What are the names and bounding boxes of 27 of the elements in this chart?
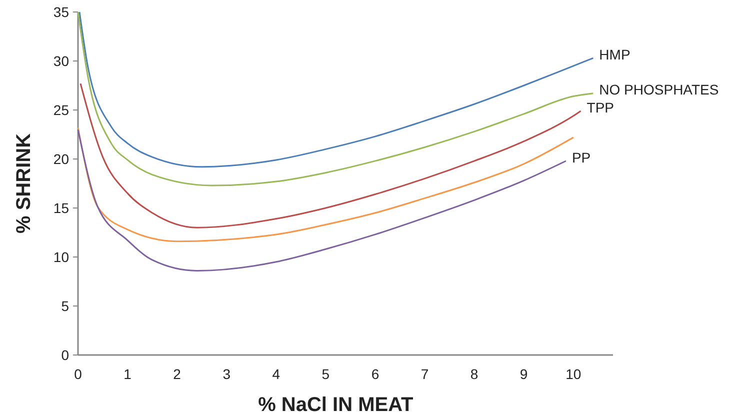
x-tick-label: 0	[74, 366, 82, 382]
x-tick-label: 9	[520, 366, 528, 382]
y-axis-title: % SHRINK	[13, 132, 35, 234]
x-tick-label: 10	[566, 366, 582, 382]
x-tick-label: 4	[272, 366, 280, 382]
line-series	[77, 128, 567, 272]
x-tick-label: 6	[371, 366, 380, 382]
x-tick-label: 1	[124, 366, 132, 382]
y-tick-label: 25	[53, 102, 70, 118]
y-tick-label: 20	[53, 150, 70, 167]
x-tick-label: 5	[322, 366, 330, 382]
series-label: TPP	[586, 99, 614, 116]
x-tick-label: 2	[173, 366, 182, 382]
x-tick-label: 8	[470, 366, 478, 382]
x-tick-label: 7	[420, 366, 429, 382]
y-tick-label: 5	[61, 298, 70, 314]
y-tick-label: 15	[53, 200, 70, 216]
y-tick-label: 0	[61, 346, 70, 363]
y-tick-label: 30	[53, 52, 70, 69]
y-tick-label: 10	[53, 248, 70, 265]
x-axis-title: % NaCl IN MEAT	[258, 394, 414, 416]
series-label: PP	[572, 149, 591, 166]
series-label: HMP	[599, 46, 630, 62]
y-tick-label: 35	[53, 4, 70, 20]
series-label: NO PHOSPHATES	[599, 82, 719, 98]
x-tick-label: 3	[222, 366, 231, 382]
line-series	[77, 126, 574, 242]
